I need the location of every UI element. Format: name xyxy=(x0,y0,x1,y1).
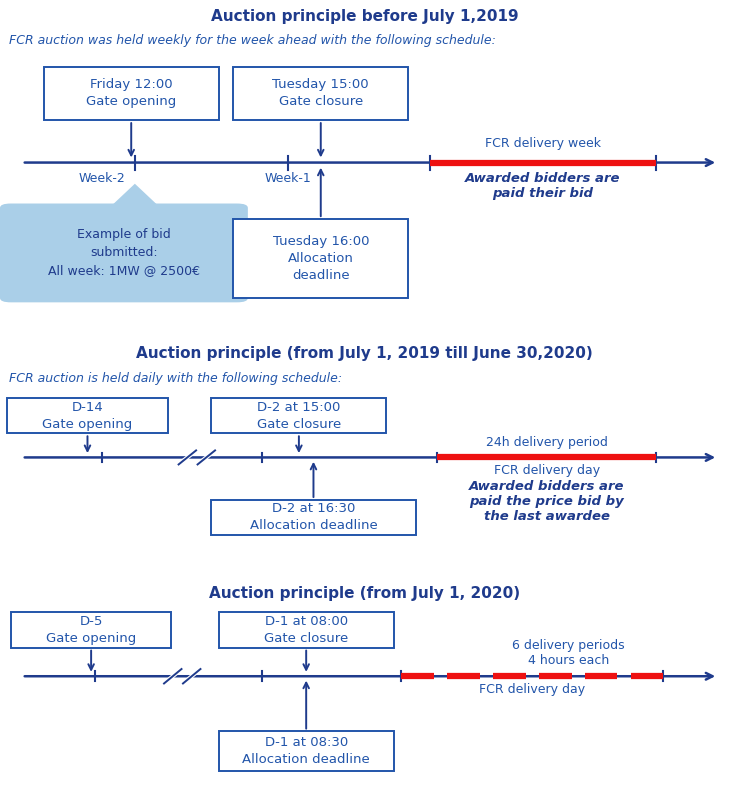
Text: Awarded bidders are
paid the price bid by
the last awardee: Awarded bidders are paid the price bid b… xyxy=(469,480,625,522)
Text: FCR auction was held weekly for the week ahead with the following schedule:: FCR auction was held weekly for the week… xyxy=(9,34,496,47)
Text: Friday 12:00
Gate opening: Friday 12:00 Gate opening xyxy=(86,78,176,108)
Text: Week-1: Week-1 xyxy=(265,173,311,186)
FancyBboxPatch shape xyxy=(0,203,248,302)
Text: Auction principle (from July 1, 2019 till June 30,2020): Auction principle (from July 1, 2019 til… xyxy=(136,346,593,361)
FancyBboxPatch shape xyxy=(219,731,394,771)
Text: D-2 at 16:30
Allocation deadline: D-2 at 16:30 Allocation deadline xyxy=(249,502,378,533)
FancyBboxPatch shape xyxy=(219,611,394,648)
Text: D-5
Gate opening: D-5 Gate opening xyxy=(46,614,136,645)
Text: Tuesday 15:00
Gate closure: Tuesday 15:00 Gate closure xyxy=(273,78,369,108)
Text: 24h delivery period: 24h delivery period xyxy=(486,436,608,449)
Text: Week-2: Week-2 xyxy=(79,173,125,186)
Text: D-14
Gate opening: D-14 Gate opening xyxy=(42,401,133,431)
Text: Auction principle before July 1,2019: Auction principle before July 1,2019 xyxy=(211,9,518,23)
Polygon shape xyxy=(109,184,160,208)
Text: Example of bid
submitted:
All week: 1MW @ 2500€: Example of bid submitted: All week: 1MW … xyxy=(48,229,200,278)
Text: Auction principle (from July 1, 2020): Auction principle (from July 1, 2020) xyxy=(209,586,520,601)
FancyBboxPatch shape xyxy=(233,66,408,120)
Text: FCR delivery day: FCR delivery day xyxy=(494,464,600,477)
Text: 6 delivery periods
4 hours each: 6 delivery periods 4 hours each xyxy=(512,638,625,666)
FancyBboxPatch shape xyxy=(11,611,171,648)
FancyBboxPatch shape xyxy=(211,500,416,535)
Text: D-1 at 08:00
Gate closure: D-1 at 08:00 Gate closure xyxy=(264,614,348,645)
FancyBboxPatch shape xyxy=(44,66,219,120)
Text: FCR delivery week: FCR delivery week xyxy=(485,137,601,150)
Text: FCR auction is held daily with the following schedule:: FCR auction is held daily with the follo… xyxy=(9,372,342,385)
Text: D-2 at 15:00
Gate closure: D-2 at 15:00 Gate closure xyxy=(257,401,341,431)
Text: FCR delivery day: FCR delivery day xyxy=(479,683,585,696)
Text: D-1 at 08:30
Allocation deadline: D-1 at 08:30 Allocation deadline xyxy=(242,737,370,766)
FancyBboxPatch shape xyxy=(7,398,168,434)
FancyBboxPatch shape xyxy=(211,398,386,434)
FancyBboxPatch shape xyxy=(233,219,408,298)
Text: Tuesday 16:00
Allocation
deadline: Tuesday 16:00 Allocation deadline xyxy=(273,235,369,282)
Text: Awarded bidders are
paid their bid: Awarded bidders are paid their bid xyxy=(465,173,621,201)
